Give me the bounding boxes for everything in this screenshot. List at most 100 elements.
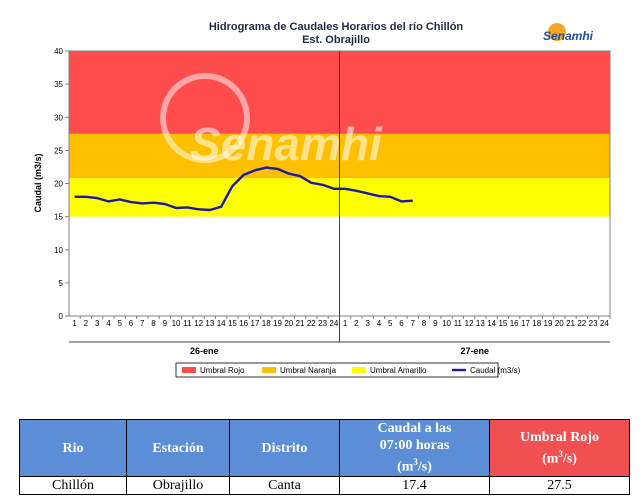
cell-caudal: 17.4 xyxy=(339,476,490,495)
table-row: Chillón Obrajillo Canta 17.4 27.5 xyxy=(19,476,630,495)
sun-icon xyxy=(548,23,566,41)
legend-swatch xyxy=(262,367,276,373)
x-tick-label: 14 xyxy=(217,319,226,328)
header-umbral-unit-sup: 3 xyxy=(558,448,563,459)
x-tick-label: 17 xyxy=(521,319,530,328)
cell-estacion: Obrajillo xyxy=(126,476,230,495)
hydrograph-chart: Hidrograma de Caudales Horarios del río … xyxy=(33,21,611,378)
x-tick-label: 16 xyxy=(239,319,248,328)
legend-label: Umbral Naranja xyxy=(280,366,337,375)
header-caudal-unit-b: /s) xyxy=(417,459,432,475)
x-tick-label: 3 xyxy=(95,319,100,328)
cell-umbral-rojo: 27.5 xyxy=(489,476,630,495)
y-tick-label: 5 xyxy=(59,279,64,288)
watermark-sun-icon xyxy=(160,73,250,163)
x-tick-label: 20 xyxy=(555,319,564,328)
x-tick-label: 21 xyxy=(566,319,575,328)
x-tick-label: 10 xyxy=(442,319,451,328)
x-tick-label: 2 xyxy=(354,319,359,328)
station-table: Rio Estación Distrito Caudal a las 07:00… xyxy=(19,419,630,495)
header-caudal-line1: Caudal a las xyxy=(377,421,452,437)
header-caudal-unit-sup: 3 xyxy=(413,457,418,468)
y-tick-label: 15 xyxy=(54,213,63,222)
cell-distrito: Canta xyxy=(229,476,340,495)
x-tick-label: 9 xyxy=(433,319,438,328)
y-tick-label: 30 xyxy=(54,113,63,122)
x-tick-label: 20 xyxy=(284,319,293,328)
y-tick-label: 10 xyxy=(54,246,63,255)
legend: Umbral Rojo Umbral Naranja Umbral Amarillo… xyxy=(175,362,521,378)
day-label: 26-ene xyxy=(190,346,219,356)
x-tick-label: 23 xyxy=(589,319,598,328)
y-tick-label: 0 xyxy=(59,312,64,321)
watermark: Senamhi xyxy=(160,73,383,170)
chart-subtitle: Est. Obrajillo xyxy=(302,34,370,46)
header-caudal-line2: 07:00 horas xyxy=(379,438,450,454)
x-tick-label: 19 xyxy=(544,319,553,328)
x-tick-label: 4 xyxy=(377,319,382,328)
senamhi-logo: Senamhi xyxy=(543,23,594,43)
header-estacion: Estación xyxy=(126,419,230,477)
day-label: 27-ene xyxy=(460,346,489,356)
x-tick-label: 16 xyxy=(510,319,519,328)
x-tick-label: 7 xyxy=(411,319,416,328)
legend-swatch xyxy=(352,367,366,373)
x-tick-label: 10 xyxy=(172,319,181,328)
series-layer xyxy=(74,166,413,212)
header-rio: Rio xyxy=(19,419,127,477)
x-tick-label: 14 xyxy=(487,319,496,328)
y-tick-label: 40 xyxy=(54,47,63,56)
header-umbral-unit-a: (m xyxy=(542,451,559,467)
x-tick-label: 24 xyxy=(600,319,609,328)
x-tick-label: 15 xyxy=(498,319,507,328)
x-tick-label: 7 xyxy=(140,319,145,328)
header-caudal-unit-a: (m xyxy=(397,459,414,475)
x-tick-label: 5 xyxy=(117,319,122,328)
x-tick-label: 4 xyxy=(106,319,111,328)
x-tick-label: 21 xyxy=(296,319,305,328)
y-tick-label: 35 xyxy=(54,80,63,89)
legend-swatch xyxy=(182,367,196,373)
y-tick-label: 25 xyxy=(54,146,63,155)
x-tick-label: 1 xyxy=(343,319,348,328)
x-tick-label: 17 xyxy=(251,319,260,328)
x-tick-label: 18 xyxy=(262,319,271,328)
x-tick-label: 5 xyxy=(388,319,393,328)
legend-label: Umbral Rojo xyxy=(200,366,245,375)
logo-text: Senamhi xyxy=(543,29,594,43)
x-tick-label: 3 xyxy=(365,319,370,328)
y-tick-label: 20 xyxy=(54,180,63,189)
header-distrito: Distrito xyxy=(229,419,340,477)
x-tick-label: 8 xyxy=(422,319,427,328)
x-tick-label: 1 xyxy=(72,319,77,328)
x-tick-label: 9 xyxy=(163,319,168,328)
cell-rio: Chillón xyxy=(19,476,127,495)
x-tick-label: 18 xyxy=(532,319,541,328)
series-line-caudal xyxy=(74,166,413,212)
header-umbral-line1: Umbral Rojo xyxy=(520,429,599,445)
legend-label: Caudal (m3/s) xyxy=(470,366,521,375)
legend-label: Umbral Amarillo xyxy=(370,366,427,375)
x-tick-label: 11 xyxy=(183,319,192,328)
x-tick-label: 24 xyxy=(329,319,338,328)
x-tick-label: 19 xyxy=(273,319,282,328)
table-header-row: Rio Estación Distrito Caudal a las 07:00… xyxy=(19,419,630,477)
x-tick-label: 6 xyxy=(129,319,134,328)
legend-box xyxy=(175,362,499,378)
x-tick-label: 15 xyxy=(228,319,237,328)
chart-title: Hidrograma de Caudales Horarios del río … xyxy=(209,21,464,33)
x-tick-label: 22 xyxy=(577,319,586,328)
watermark-text: Senamhi xyxy=(190,118,383,170)
x-tick-label: 23 xyxy=(318,319,327,328)
x-tick-label: 13 xyxy=(476,319,485,328)
header-umbral-rojo: Umbral Rojo (m3/s) xyxy=(489,419,630,477)
x-tick-label: 12 xyxy=(465,319,474,328)
x-tick-label: 8 xyxy=(151,319,156,328)
x-tick-label: 2 xyxy=(84,319,89,328)
y-axis-label: Caudal (m3/s) xyxy=(33,153,43,212)
x-tick-label: 12 xyxy=(194,319,203,328)
header-caudal: Caudal a las 07:00 horas (m3/s) xyxy=(339,419,490,477)
x-tick-label: 11 xyxy=(454,319,463,328)
header-umbral-unit-b: /s) xyxy=(562,451,577,467)
